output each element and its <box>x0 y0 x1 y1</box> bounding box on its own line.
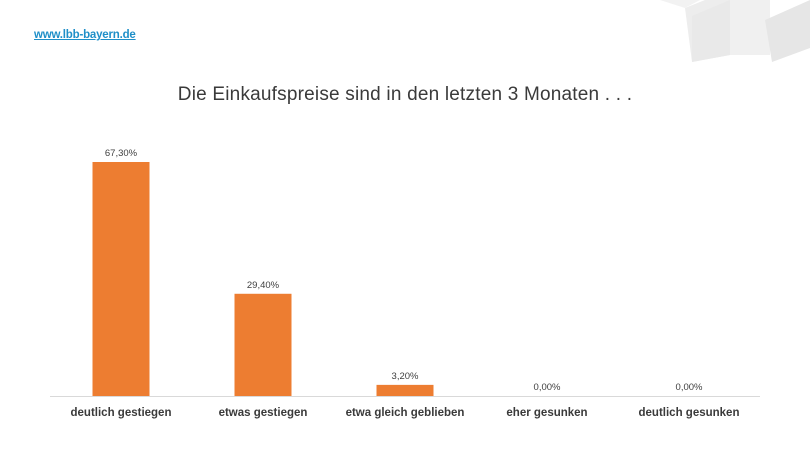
category-label-1: deutlich gestiegen <box>71 407 172 419</box>
category-label-2: etwas gestiegen <box>219 407 308 419</box>
data-label-3: 3,20% <box>392 371 419 382</box>
data-label-4: 0,00% <box>534 382 561 393</box>
data-label-2: 29,40% <box>247 280 280 291</box>
bar-1 <box>92 162 150 396</box>
category-label-4: eher gesunken <box>506 407 587 419</box>
website-link[interactable]: www.lbb-bayern.de <box>34 29 136 41</box>
data-label-1: 67,30% <box>105 148 138 159</box>
bar-3 <box>376 384 434 396</box>
chart-title: Die Einkaufspreise sind in den letzten 3… <box>177 84 633 105</box>
category-label-5: deutlich gesunken <box>639 407 740 419</box>
data-label-5: 0,00% <box>676 382 703 393</box>
bar-2 <box>234 293 292 396</box>
category-label-3: etwa gleich geblieben <box>346 407 465 419</box>
header-cube-decoration <box>660 0 810 62</box>
